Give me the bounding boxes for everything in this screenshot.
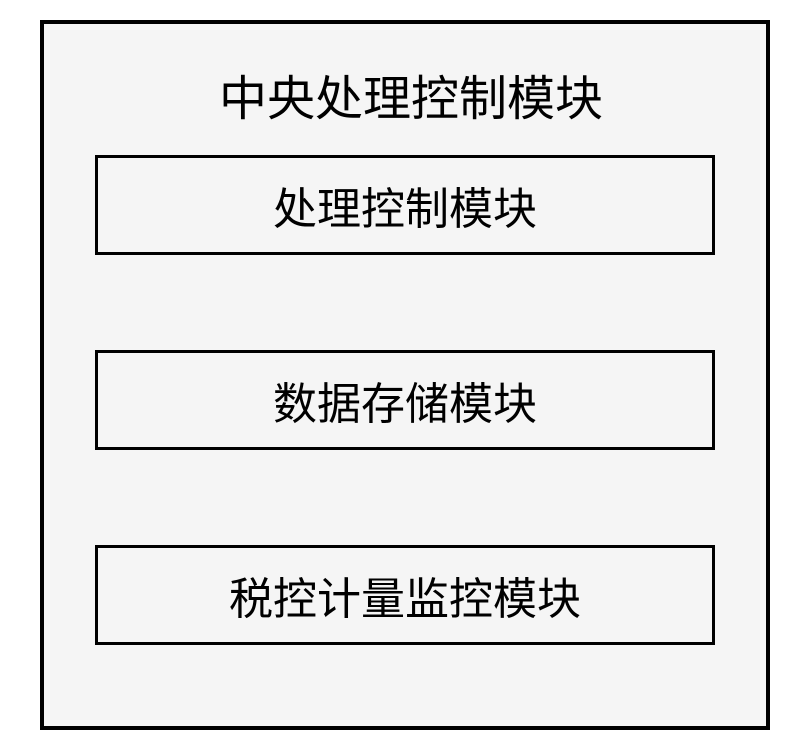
module-box-1: 处理控制模块	[95, 155, 715, 255]
module-label-3: 税控计量监控模块	[229, 563, 581, 627]
module-label-2: 数据存储模块	[273, 368, 537, 432]
outer-container: 中央处理控制模块 处理控制模块 数据存储模块 税控计量监控模块	[40, 20, 770, 730]
module-label-1: 处理控制模块	[273, 173, 537, 237]
module-box-2: 数据存储模块	[95, 350, 715, 450]
module-box-3: 税控计量监控模块	[95, 545, 715, 645]
diagram-title: 中央处理控制模块	[219, 59, 603, 129]
